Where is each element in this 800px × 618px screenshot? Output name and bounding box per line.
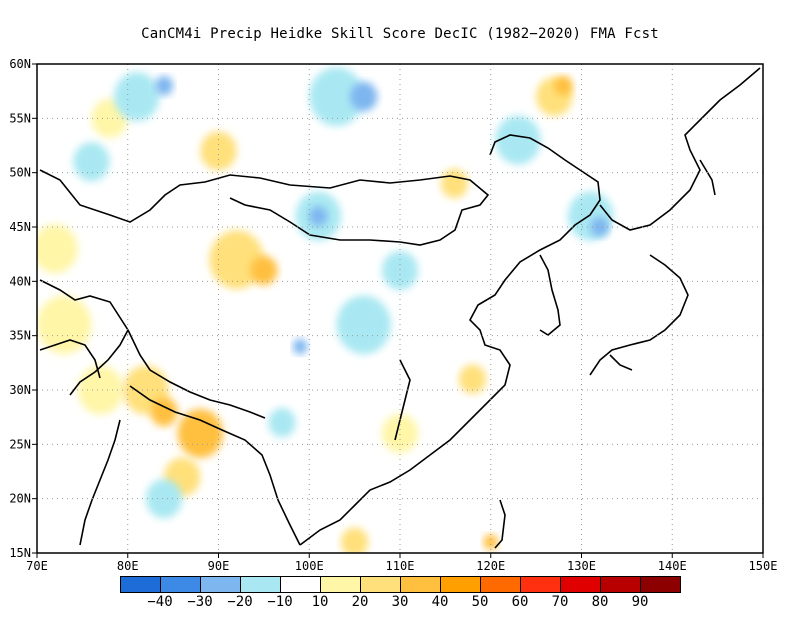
colorbar-bin xyxy=(120,576,161,593)
skill-patch-pos30 xyxy=(483,534,499,550)
skill-patch-pos30 xyxy=(554,75,573,96)
lat-tick-label: 25N xyxy=(9,437,31,451)
lat-tick-label: 35N xyxy=(9,329,31,343)
lon-tick-label: 90E xyxy=(208,559,230,573)
lat-tick-label: 60N xyxy=(9,57,31,71)
skill-patch-pos30 xyxy=(177,409,224,458)
colorbar-label: 20 xyxy=(351,594,369,610)
colorbar-label: 40 xyxy=(431,594,449,610)
lon-tick-label: 80E xyxy=(117,559,139,573)
skill-patch-pos30 xyxy=(150,397,178,427)
lon-tick-label: 70E xyxy=(26,559,48,573)
skill-shading xyxy=(37,67,614,553)
skill-patch-pos20 xyxy=(209,230,264,289)
colorbar-bin xyxy=(480,576,521,593)
lat-tick-label: 40N xyxy=(9,274,31,288)
colorbar-label: −40 xyxy=(147,594,173,610)
map-axes: 70E 80E 90E 100E 110E 120E 130E 140E 150E 15N 20N 2… xyxy=(9,57,777,573)
colorbar-bin xyxy=(200,576,241,593)
skill-patch-pos20 xyxy=(440,168,469,199)
lat-tick-label: 20N xyxy=(9,492,31,506)
colorbar-label: 50 xyxy=(471,594,489,610)
colorbar-bin xyxy=(520,576,561,593)
colorbar-bin xyxy=(160,576,201,593)
skill-patch-neg10 xyxy=(495,115,541,165)
skill-patch-pos10 xyxy=(37,224,78,274)
lon-tick-label: 120E xyxy=(476,559,505,573)
skill-patch-pos20 xyxy=(458,364,487,394)
skill-patch-neg10 xyxy=(114,72,160,122)
colorbar-label: −10 xyxy=(267,594,293,610)
skill-patch-pos30 xyxy=(250,255,278,286)
colorbar-bin xyxy=(600,576,641,593)
lon-tick-label: 110E xyxy=(386,559,415,573)
skill-patch-neg20 xyxy=(292,338,308,355)
skill-patch-neg10 xyxy=(336,295,391,355)
colorbar-label: −30 xyxy=(187,594,213,610)
colorbar-bin xyxy=(320,576,361,593)
skill-patch-neg20 xyxy=(350,81,378,112)
skill-patch-neg10 xyxy=(381,250,419,291)
skill-patch-neg20 xyxy=(590,217,609,237)
lon-tick-label: 100E xyxy=(295,559,324,573)
skill-patch-neg10 xyxy=(145,479,183,519)
colorbar-label: 60 xyxy=(511,594,529,610)
lon-tick-label: 150E xyxy=(749,559,778,573)
colorbar-label: 70 xyxy=(551,594,569,610)
chart-title: CanCM4i Precip Heidke Skill Score DecIC … xyxy=(141,26,659,42)
lon-tick-label: 140E xyxy=(658,559,687,573)
colorbar-label: 90 xyxy=(631,594,649,610)
colorbar-bin xyxy=(400,576,441,593)
colorbar-label: 10 xyxy=(311,594,329,610)
colorbar-bin xyxy=(640,576,681,593)
skill-patch-neg20 xyxy=(309,206,328,226)
skill-patch-pos10 xyxy=(381,413,419,454)
colorbar-bin xyxy=(440,576,481,593)
colorbar-bin xyxy=(280,576,321,593)
skill-patch-neg20 xyxy=(154,75,174,96)
lat-tick-label: 55N xyxy=(9,111,31,125)
skill-patch-pos20 xyxy=(200,131,237,171)
colorbar-bin xyxy=(560,576,601,593)
skill-patch-pos10 xyxy=(37,295,92,355)
colorbar-bin xyxy=(240,576,281,593)
lon-tick-label: 130E xyxy=(567,559,596,573)
gridlines xyxy=(37,64,763,553)
lat-tick-label: 50N xyxy=(9,166,31,180)
skill-patch-pos10 xyxy=(77,365,124,415)
skill-patch-neg10 xyxy=(73,142,110,182)
skill-patch-neg10 xyxy=(309,67,364,126)
lat-tick-label: 45N xyxy=(9,220,31,234)
colorbar-bin xyxy=(360,576,401,593)
colorbar-label: −20 xyxy=(227,594,253,610)
lat-tick-label: 15N xyxy=(9,546,31,560)
colorbar-label: 80 xyxy=(591,594,609,610)
colorbar-label: 30 xyxy=(391,594,409,610)
skill-patch-neg10 xyxy=(268,407,296,438)
skill-patch-pos20 xyxy=(341,527,369,553)
lat-tick-label: 30N xyxy=(9,383,31,397)
coastlines-borders xyxy=(39,67,761,549)
